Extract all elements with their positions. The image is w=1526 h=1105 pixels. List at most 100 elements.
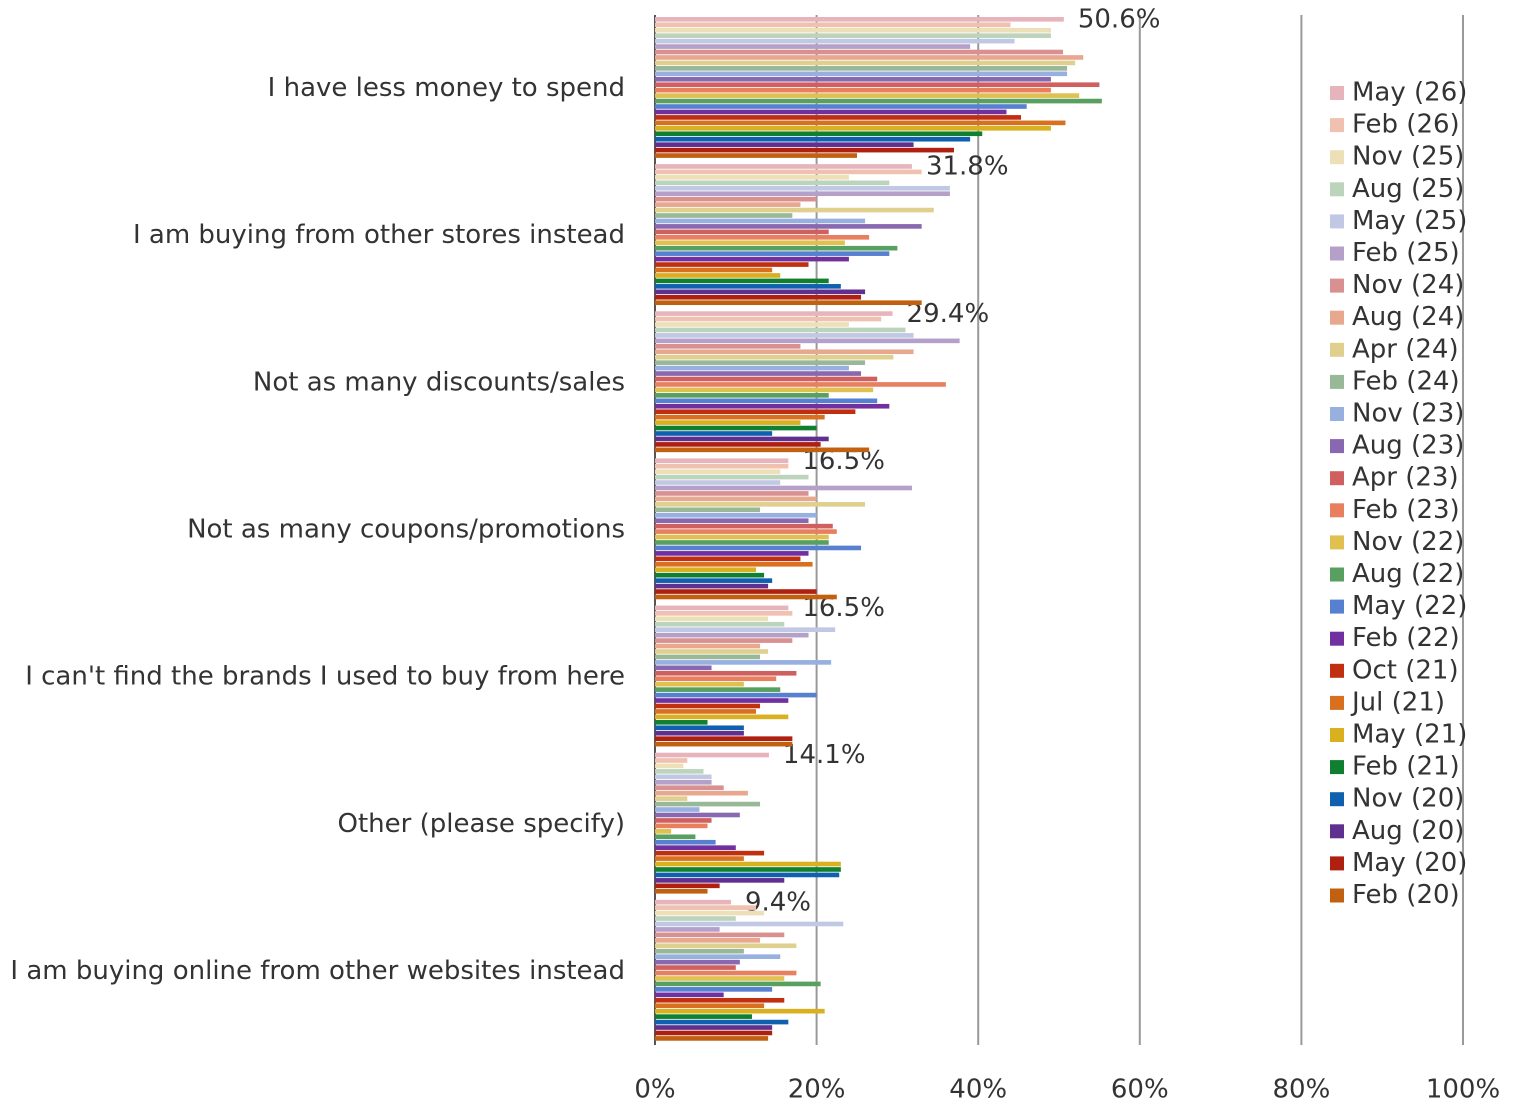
bar xyxy=(655,856,744,861)
bar xyxy=(655,436,829,442)
bar xyxy=(655,725,744,731)
bar xyxy=(655,403,890,409)
bar xyxy=(655,741,793,747)
bar xyxy=(655,82,1100,88)
legend-label: Feb (26) xyxy=(1352,110,1460,140)
bar xyxy=(655,801,761,807)
bar xyxy=(655,409,856,415)
legend-swatch xyxy=(1330,86,1344,100)
bar xyxy=(655,327,906,333)
legend-label: Feb (22) xyxy=(1352,623,1460,653)
bar xyxy=(655,594,837,600)
legend-swatch xyxy=(1330,374,1344,389)
legend-label: Oct (21) xyxy=(1352,655,1459,685)
bar xyxy=(655,676,777,682)
legend-label: Feb (21) xyxy=(1352,752,1460,782)
legend-label: Nov (23) xyxy=(1352,399,1464,429)
bar xyxy=(655,196,817,202)
bar xyxy=(655,502,866,507)
bar xyxy=(655,109,1007,115)
bar xyxy=(655,681,744,687)
legend-label: Feb (24) xyxy=(1352,366,1460,396)
bar xyxy=(655,714,789,720)
bar xyxy=(655,867,841,872)
bar xyxy=(655,1003,765,1009)
legend-label: Jul (21) xyxy=(1350,687,1445,717)
bar xyxy=(655,758,688,763)
bar xyxy=(655,27,1051,33)
bar xyxy=(655,872,840,878)
bar xyxy=(655,796,688,801)
bar xyxy=(655,1025,773,1030)
bar xyxy=(655,970,797,976)
bar xyxy=(655,818,712,823)
bar xyxy=(655,365,849,371)
legend-swatch xyxy=(1330,503,1344,518)
bar xyxy=(655,360,866,365)
bar xyxy=(655,611,793,616)
bar xyxy=(655,322,849,327)
category-label: I am buying online from other websites i… xyxy=(10,956,625,986)
bar xyxy=(655,311,893,316)
category-label: Not as many coupons/promotions xyxy=(187,515,625,545)
bar xyxy=(655,349,914,355)
bar xyxy=(655,1014,752,1019)
bar xyxy=(655,393,829,398)
legend-swatch xyxy=(1330,599,1344,614)
bar xyxy=(655,136,971,142)
x-tick-label: 20% xyxy=(788,1075,846,1105)
bar xyxy=(655,523,833,529)
bar xyxy=(655,790,748,796)
bar xyxy=(655,823,708,829)
legend-swatch xyxy=(1330,246,1344,261)
bar xyxy=(655,240,845,246)
bar xyxy=(655,169,922,175)
bar xyxy=(655,578,773,583)
data-label: 50.6% xyxy=(1078,5,1161,35)
bar xyxy=(655,763,684,769)
bar xyxy=(655,932,785,938)
bar xyxy=(655,131,983,137)
bar xyxy=(655,371,862,376)
bar xyxy=(655,284,841,289)
bar xyxy=(655,572,765,578)
legend-swatch xyxy=(1330,118,1344,133)
bar xyxy=(655,692,817,698)
legend-label: Feb (25) xyxy=(1352,238,1460,268)
legend-swatch xyxy=(1330,182,1344,197)
category-label: I can't find the brands I used to buy fr… xyxy=(25,662,625,692)
bar xyxy=(655,698,789,703)
bar xyxy=(655,93,1080,98)
bar xyxy=(655,551,809,556)
bar xyxy=(655,556,801,562)
bar xyxy=(655,262,809,267)
bar xyxy=(655,316,882,322)
bar xyxy=(655,289,866,295)
bar xyxy=(655,458,789,464)
bar xyxy=(655,33,1051,38)
legend-swatch xyxy=(1330,695,1344,710)
category-label: Other (please specify) xyxy=(338,809,626,839)
bar xyxy=(655,567,756,573)
bar xyxy=(655,643,761,649)
bar xyxy=(655,948,744,954)
bar xyxy=(655,540,829,545)
bar xyxy=(655,589,817,594)
x-tick-label: 60% xyxy=(1111,1075,1169,1105)
bar xyxy=(655,916,736,921)
bar xyxy=(655,273,781,278)
bar xyxy=(655,185,950,191)
bar xyxy=(655,191,950,197)
bar xyxy=(655,343,801,349)
legend-label: May (20) xyxy=(1352,848,1467,878)
bar xyxy=(655,267,773,273)
bar xyxy=(655,218,866,224)
x-tick-label: 0% xyxy=(634,1075,675,1105)
bar xyxy=(655,839,716,845)
bar xyxy=(655,442,821,447)
legend-swatch xyxy=(1330,150,1344,165)
legend-swatch xyxy=(1330,663,1344,678)
bar xyxy=(655,861,841,867)
bar xyxy=(655,616,769,622)
bar xyxy=(655,55,1084,60)
